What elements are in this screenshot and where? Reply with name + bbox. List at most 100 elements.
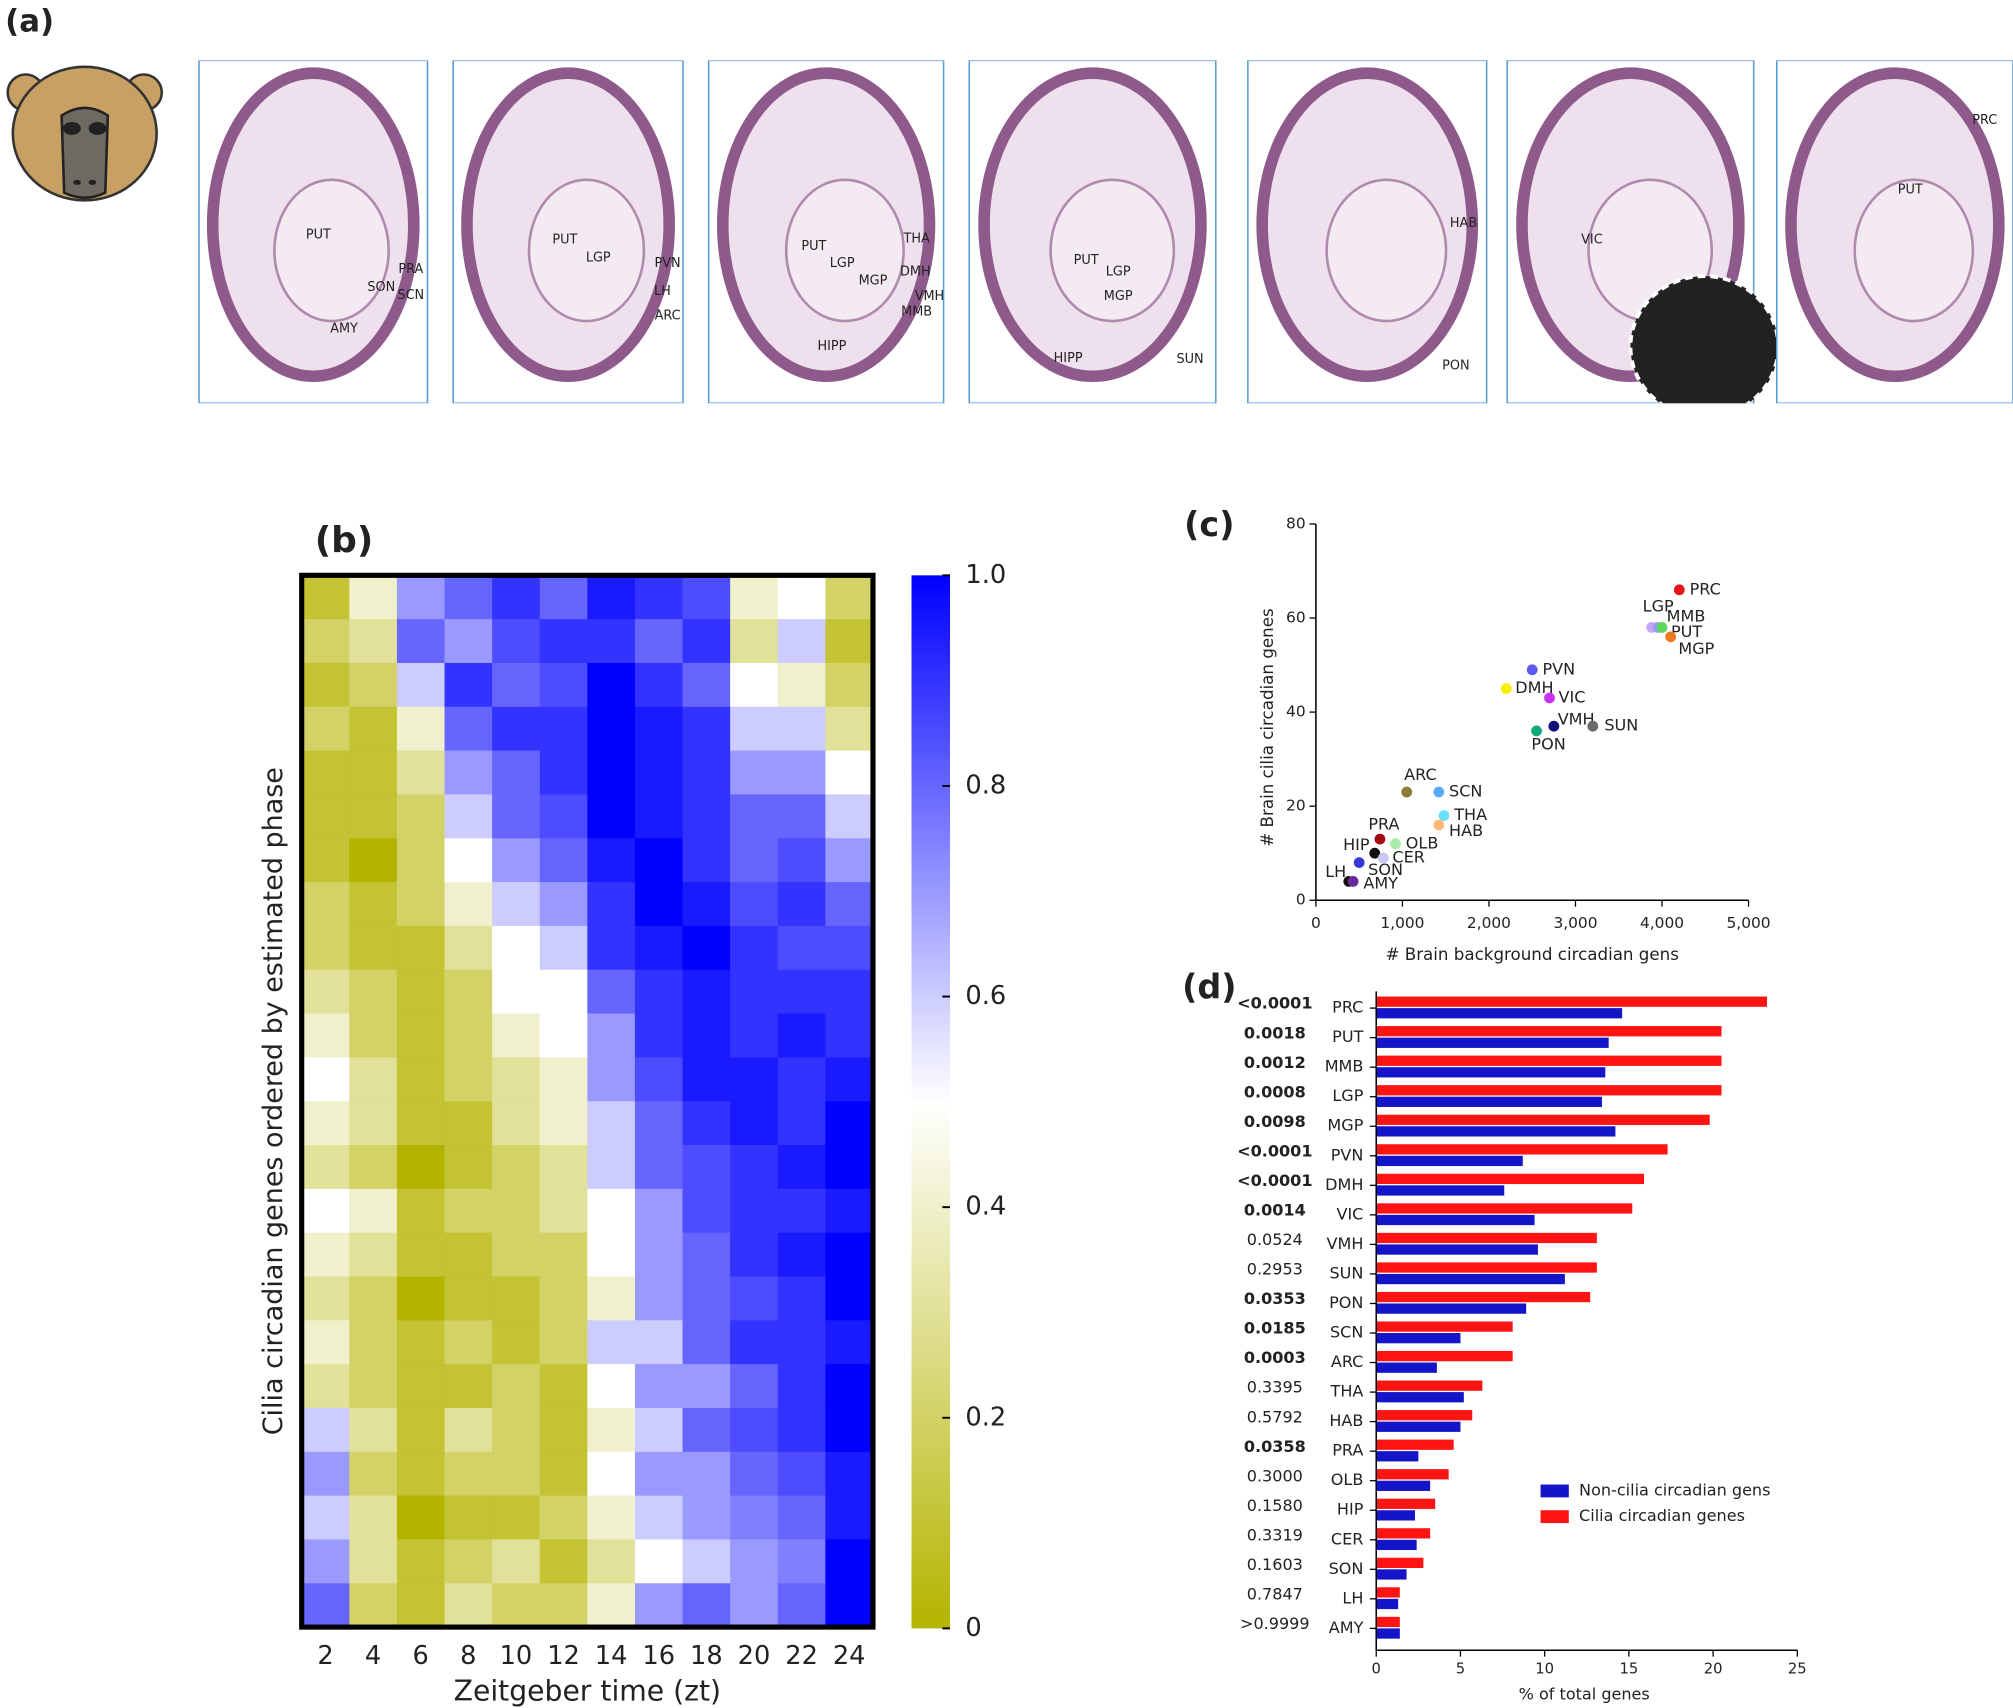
heatmap-cell: [301, 838, 350, 883]
scatter-point: [1433, 786, 1445, 798]
heatmap-cell: [777, 1364, 827, 1409]
heatmap-cell: [777, 750, 827, 796]
heatmap-cell: [349, 1320, 398, 1365]
region-label: PRC: [1972, 113, 1997, 128]
colorbar: [911, 575, 951, 1629]
p-value: 0.0098: [1244, 1112, 1306, 1131]
point-label: OLB: [1406, 833, 1439, 852]
heatmap-cell: [682, 662, 731, 708]
x-tick-label: 2,000: [1467, 914, 1511, 932]
region-label: LH: [654, 284, 671, 299]
heatmap-cell: [396, 1583, 446, 1628]
bar: [1376, 1026, 1722, 1037]
scatter-point: [1500, 683, 1512, 694]
heatmap-cell: [634, 1583, 684, 1628]
heatmap-cell: [444, 1013, 493, 1059]
category-label: MMB: [1325, 1057, 1364, 1076]
bar: [1376, 1244, 1538, 1255]
heatmap-cell: [730, 838, 779, 883]
colorbar-tick-label: 0: [965, 1613, 981, 1643]
region-label: SON: [367, 280, 395, 295]
point-label: MMB: [1667, 607, 1706, 626]
heatmap-cell: [682, 1539, 731, 1584]
bar: [1376, 1510, 1415, 1521]
heatmap-cell: [349, 1188, 398, 1234]
heatmap-cell: [587, 1451, 636, 1497]
heatmap-cell: [634, 838, 684, 883]
heatmap-cell: [444, 1101, 493, 1146]
x-tick-label: 8: [460, 1641, 476, 1671]
x-tick-label: 0: [1311, 914, 1321, 932]
x-tick-label: 20: [738, 1641, 771, 1671]
heatmap-cell: [682, 1057, 731, 1102]
heatmap-cell: [492, 838, 541, 883]
heatmap-cell: [777, 1407, 827, 1453]
heatmap-cell: [825, 1188, 874, 1234]
x-tick-label: 24: [833, 1641, 866, 1671]
heatmap-cell: [349, 1451, 398, 1497]
category-label: SCN: [1330, 1323, 1363, 1342]
x-tick-label: 5: [1456, 1660, 1465, 1677]
category-label: VMH: [1327, 1234, 1364, 1253]
heatmap-cell: [349, 1276, 398, 1321]
chart-title: (d): [1182, 967, 1236, 1006]
heatmap-cell: [777, 1145, 827, 1190]
heatmap-cell: [730, 925, 779, 971]
chart-title: (c): [1184, 505, 1234, 544]
scatter-point: [1544, 692, 1555, 704]
p-value: 0.2953: [1247, 1260, 1303, 1279]
category-label: HAB: [1329, 1411, 1363, 1430]
x-tick-label: 0: [1372, 1660, 1381, 1677]
heatmap-cell: [682, 706, 731, 752]
bar: [1376, 1214, 1535, 1226]
heatmap-cell: [539, 575, 588, 620]
p-value: 0.0008: [1244, 1082, 1306, 1101]
heatmap-cell: [587, 925, 636, 971]
heatmap-cell: [587, 838, 636, 883]
heatmap-cell: [349, 882, 398, 927]
x-tick-label: 10: [500, 1641, 533, 1671]
heatmap-cell: [730, 1320, 779, 1365]
heatmap-cell: [396, 1539, 446, 1584]
heatmap-cell: [825, 1320, 874, 1365]
heatmap-cell: [539, 1013, 588, 1059]
heatmap-cell: [634, 882, 684, 927]
heatmap-cell: [539, 794, 588, 839]
x-tick-label: 6: [413, 1641, 429, 1671]
scatter-point: [1656, 622, 1668, 633]
y-tick-label: 0: [1296, 891, 1306, 909]
region-label: LGP: [830, 256, 855, 271]
heatmap-cell: [539, 1407, 588, 1453]
heatmap-cell: [396, 969, 446, 1015]
bar: [1376, 1480, 1431, 1491]
heatmap-cell: [587, 1495, 636, 1541]
section-core: [527, 178, 646, 323]
heatmap-cell: [396, 706, 446, 752]
x-tick-label: 4,000: [1640, 914, 1684, 932]
heatmap-cell: [492, 1013, 541, 1059]
bar: [1376, 1185, 1505, 1196]
heatmap-cell: [634, 794, 684, 839]
heatmap-cell: [301, 1276, 350, 1321]
heatmap-cell: [730, 794, 779, 839]
heatmap-cell: [825, 1539, 874, 1584]
heatmap-cell: [444, 1364, 493, 1409]
heatmap-cell: [777, 925, 827, 971]
region-label: LGP: [1106, 265, 1131, 280]
y-tick-label: 60: [1286, 609, 1306, 627]
heatmap-cell: [634, 619, 684, 664]
category-label: SON: [1329, 1559, 1364, 1578]
heatmap-cell: [777, 1276, 827, 1321]
heatmap-cell: [682, 925, 731, 971]
heatmap-cell: [301, 882, 350, 927]
heatmap-cell: [444, 794, 493, 839]
heatmap-cell: [777, 662, 827, 708]
heatmap-cell: [682, 1145, 731, 1190]
heatmap-cell: [396, 1495, 446, 1541]
p-value: <0.0001: [1237, 994, 1312, 1013]
scatter-point: [1531, 725, 1542, 737]
colorbar-tick-label: 0.8: [965, 770, 1006, 800]
heatmap-cell: [444, 838, 493, 883]
category-label: PON: [1329, 1293, 1363, 1312]
category-label: PRC: [1332, 998, 1363, 1017]
